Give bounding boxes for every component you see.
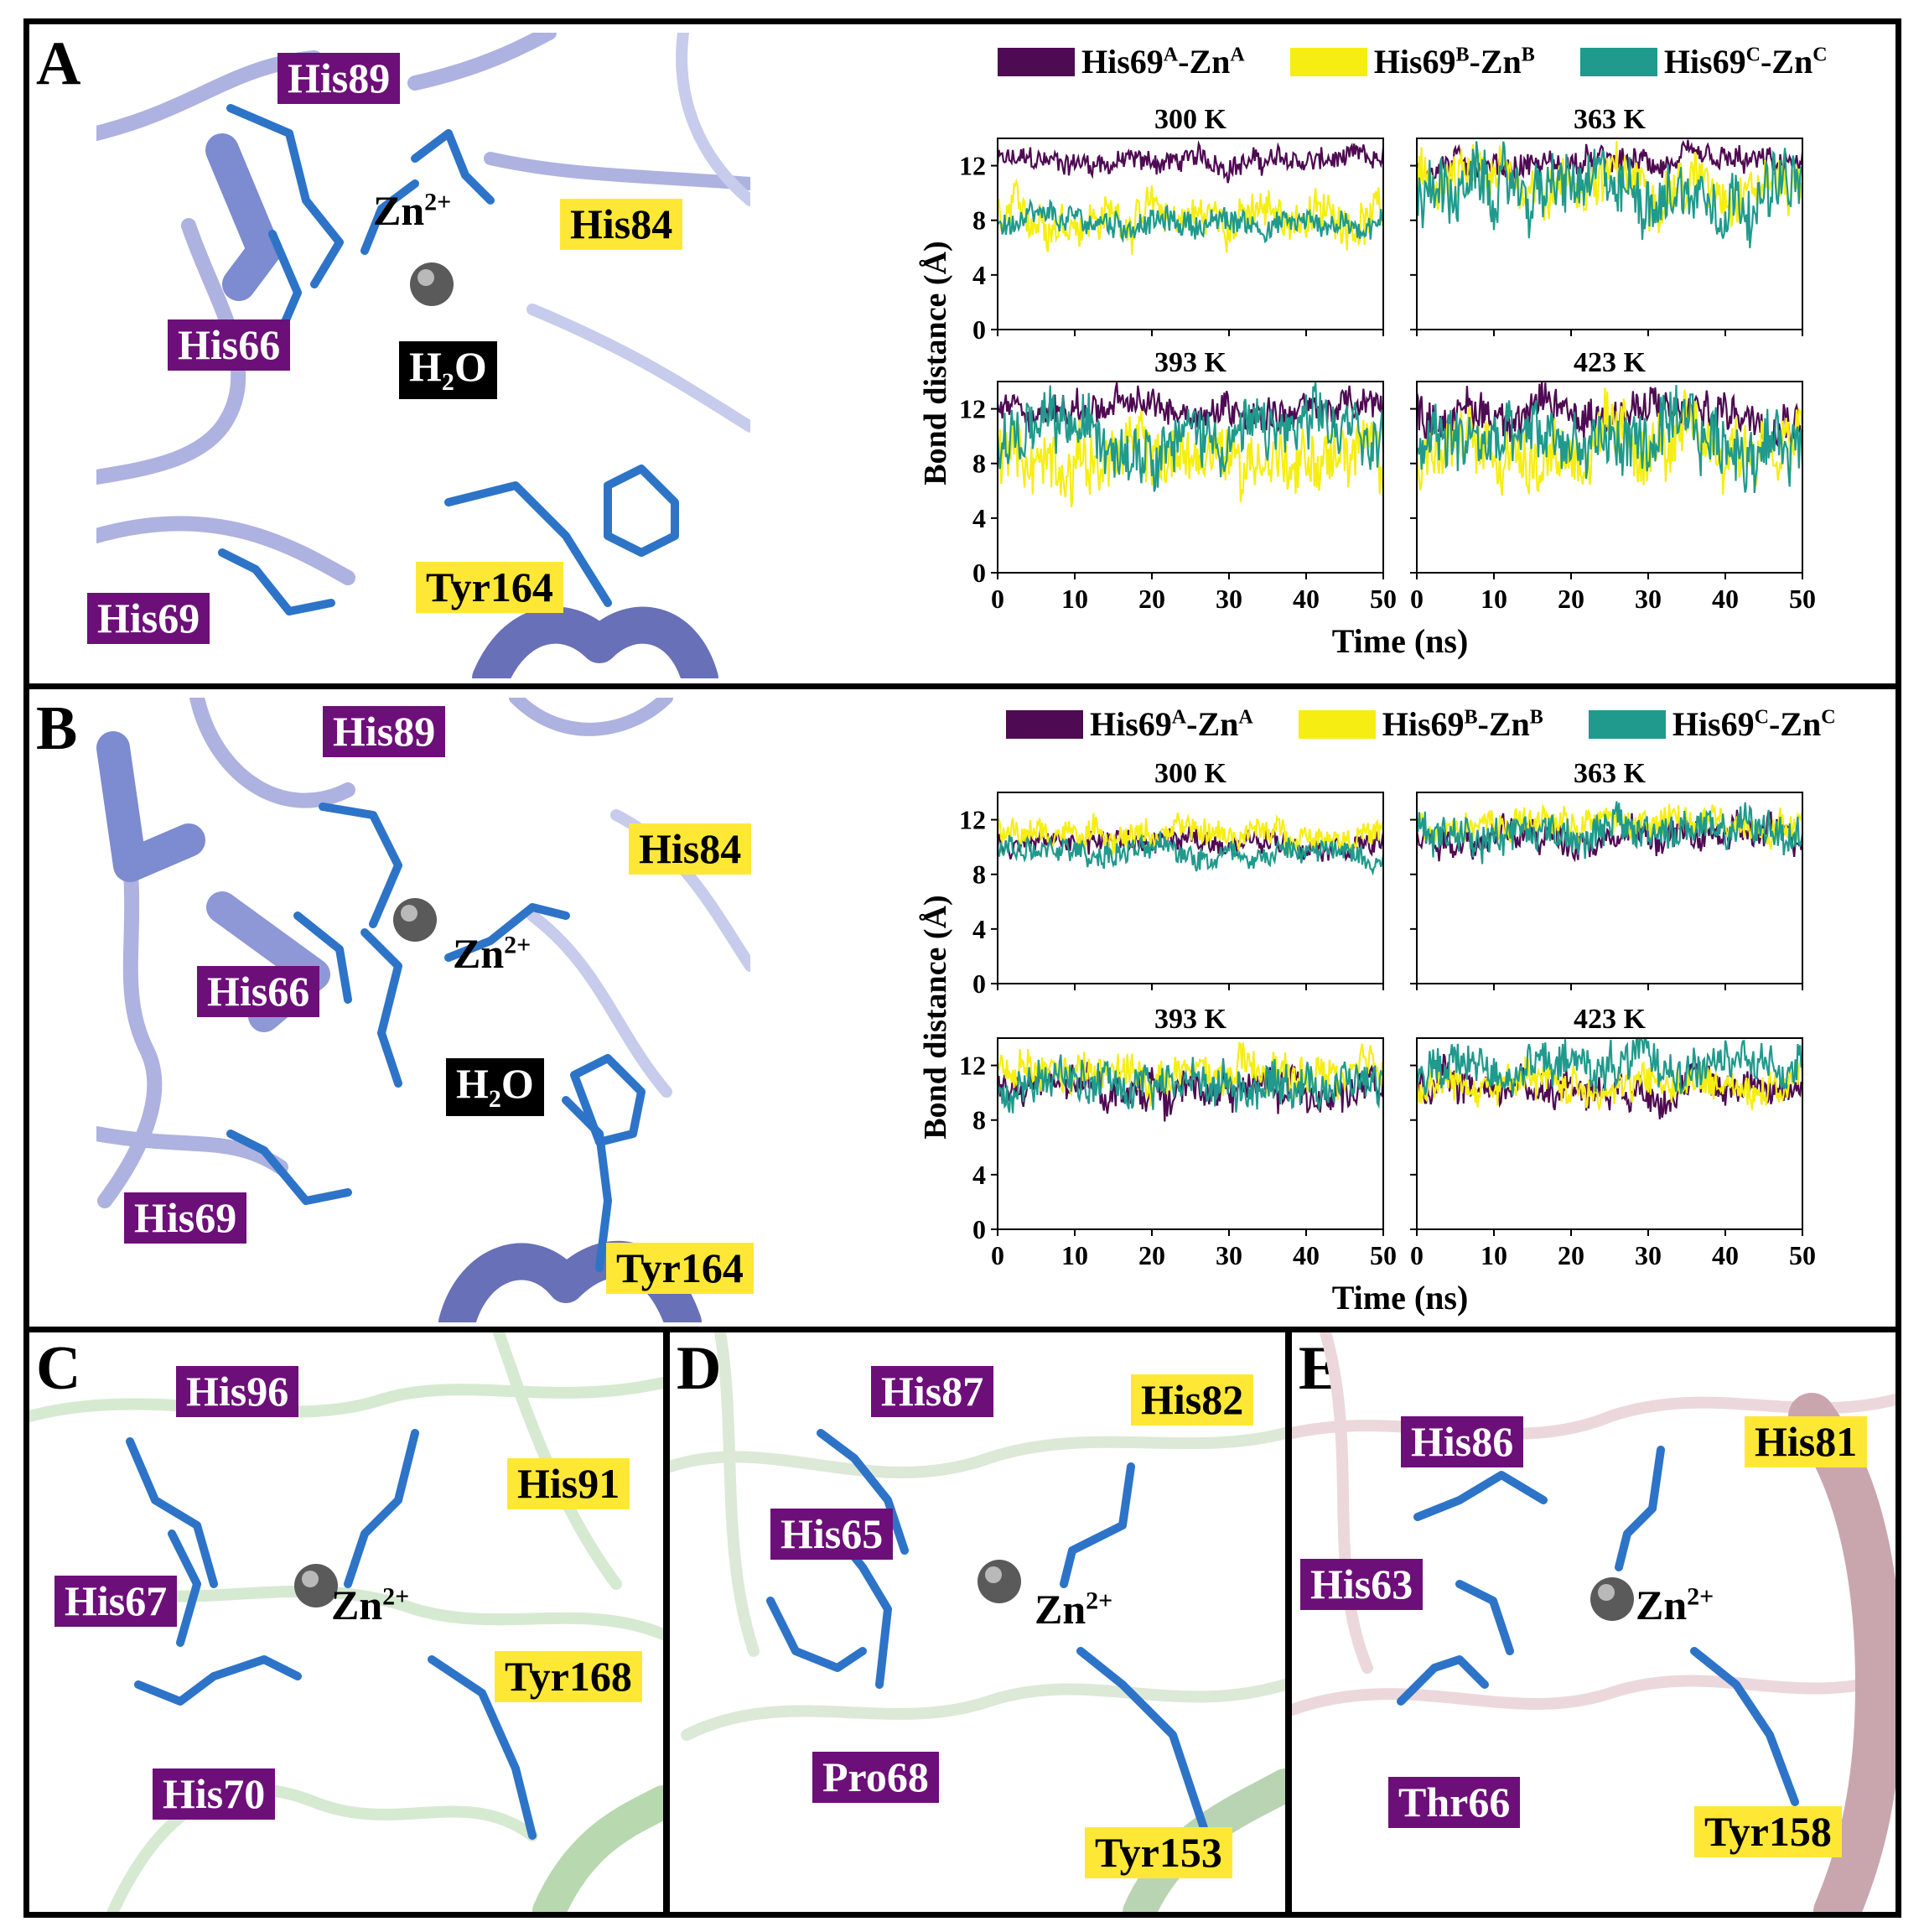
residue-label-his87: His87 (871, 1366, 994, 1417)
water-o: O (500, 1060, 534, 1107)
panel-d: D His87 His82 His65 Zn2+ Pro68 Tyr153 (664, 1327, 1291, 1918)
legend-swatch (1006, 709, 1083, 739)
zinc-ion-label: Zn2+ (331, 1584, 409, 1626)
residue-label-tyr168: Tyr168 (495, 1651, 642, 1702)
protein-structure-illustration (96, 33, 750, 678)
water-label: H2O (446, 1058, 544, 1116)
residue-label-pro68: Pro68 (812, 1752, 939, 1803)
residue-label-his89: His89 (323, 706, 446, 757)
zinc-charge: 2+ (424, 188, 452, 216)
zinc-ion-label: Zn2+ (453, 932, 531, 974)
residue-label-his91: His91 (507, 1458, 630, 1509)
residue-label-his66: His66 (197, 966, 320, 1017)
residue-label-tyr164: Tyr164 (606, 1243, 754, 1294)
legend-swatch (1289, 47, 1367, 76)
residue-label-his96: His96 (176, 1366, 299, 1417)
residue-label-his86: His86 (1401, 1416, 1524, 1467)
panel-letter: B (36, 694, 78, 763)
zinc-symbol: Zn (331, 1581, 383, 1628)
structure-view (96, 33, 750, 678)
panel-e: E His86 His81 His63 Zn2+ Thr66 Tyr158 (1286, 1327, 1901, 1918)
zinc-charge: 2+ (1687, 1582, 1714, 1611)
water-h: H (409, 343, 442, 390)
zinc-ion-label: Zn2+ (373, 190, 451, 231)
residue-label-tyr164: Tyr164 (416, 562, 563, 613)
legend-label: His69A-ZnA (1081, 43, 1245, 80)
residue-label-his67: His67 (54, 1576, 178, 1627)
residue-label-his84: His84 (560, 199, 683, 250)
residue-label-his63: His63 (1300, 1559, 1424, 1610)
zinc-symbol: Zn (1636, 1581, 1688, 1628)
residue-label-tyr153: Tyr153 (1085, 1827, 1232, 1878)
legend-swatch (998, 47, 1075, 76)
legend-item: His69C-ZnC (1579, 42, 1828, 81)
water-h: H (456, 1060, 489, 1107)
legend-item: His69A-ZnA (1006, 704, 1253, 744)
residue-label-his70: His70 (153, 1768, 276, 1820)
residue-label-thr66: Thr66 (1388, 1777, 1521, 1828)
zinc-symbol: Zn (1035, 1586, 1086, 1633)
residue-label-his84: His84 (629, 823, 752, 875)
legend-label: His69A-ZnA (1090, 705, 1253, 743)
residue-label-his82: His82 (1131, 1374, 1254, 1426)
protein-structure-illustration (670, 1332, 1285, 1912)
residue-label-his69: His69 (87, 593, 210, 644)
chart-legend-a: His69A-ZnA His69B-ZnB His69C-ZnC (998, 42, 1861, 81)
panel-letter: C (36, 1334, 81, 1403)
panel-a: A His89 (23, 18, 1901, 689)
residue-label-tyr158: Tyr158 (1694, 1806, 1842, 1857)
protein-structure-illustration (1292, 1332, 1895, 1912)
zinc-symbol: Zn (373, 187, 425, 234)
zinc-charge: 2+ (1086, 1587, 1113, 1615)
legend-item: His69C-ZnC (1588, 704, 1836, 744)
legend-swatch (1298, 709, 1376, 739)
panel-c: C His96 His91 His67 Zn2+ Tyr168 His70 (23, 1327, 669, 1918)
legend-label: His69C-ZnC (1663, 43, 1828, 80)
water-sub: 2 (441, 368, 454, 396)
water-o: O (454, 343, 487, 390)
panel-b: B His89 (23, 683, 1901, 1333)
legend-label: His69C-ZnC (1672, 705, 1836, 743)
legend-item: His69B-ZnB (1298, 704, 1543, 744)
panel-letter: A (36, 29, 81, 98)
residue-label-his81: His81 (1745, 1416, 1868, 1467)
residue-label-his65: His65 (770, 1509, 894, 1560)
legend-swatch (1588, 709, 1666, 739)
panel-letter: D (677, 1334, 722, 1403)
chart-legend-b: His69A-ZnA His69B-ZnB His69C-ZnC (1006, 704, 1870, 744)
zinc-ion-label: Zn2+ (1636, 1584, 1714, 1626)
zinc-charge: 2+ (382, 1582, 410, 1611)
legend-item: His69B-ZnB (1289, 42, 1535, 81)
residue-label-his89: His89 (277, 53, 401, 104)
legend-label: His69B-ZnB (1382, 705, 1543, 743)
zinc-charge: 2+ (504, 931, 532, 959)
water-sub: 2 (488, 1085, 501, 1113)
water-label: H2O (399, 341, 497, 399)
zinc-symbol: Zn (453, 930, 505, 977)
legend-item: His69A-ZnA (998, 42, 1245, 81)
legend-swatch (1579, 47, 1657, 76)
legend-label: His69B-ZnB (1373, 43, 1535, 80)
zinc-ion-label: Zn2+ (1035, 1588, 1112, 1630)
residue-label-his66: His66 (168, 319, 291, 371)
residue-label-his69: His69 (124, 1192, 247, 1244)
